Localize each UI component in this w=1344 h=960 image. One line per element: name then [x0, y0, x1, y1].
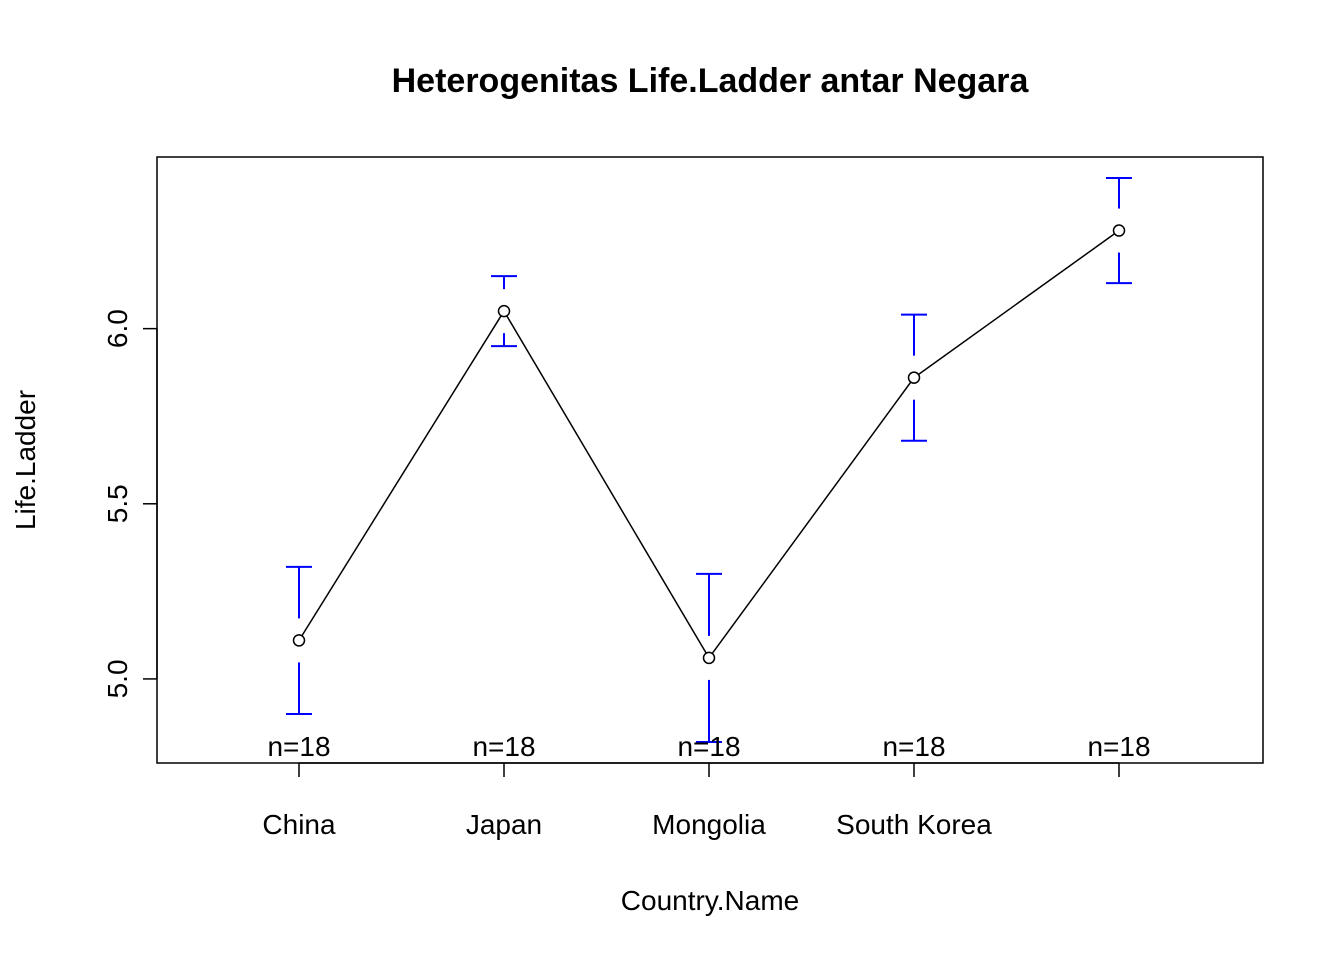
plot-frame: [156, 156, 1264, 764]
data-point: [497, 304, 511, 318]
y-tick-label: 5.0: [102, 659, 133, 698]
series-line-segment: [301, 315, 502, 637]
n-label: n=18: [677, 731, 740, 762]
y-axis: 5.0 5.5 6.0: [102, 309, 158, 698]
series-line-group: [301, 233, 1115, 654]
y-tick-label: 5.5: [102, 484, 133, 523]
x-tick-label: Mongolia: [652, 809, 766, 840]
n-label: n=18: [472, 731, 535, 762]
data-point: [907, 371, 921, 384]
series-line-segment: [506, 315, 707, 654]
n-labels-group: n=18 n=18 n=18 n=18 n=18: [267, 731, 1150, 762]
x-axis: China Japan Mongolia South Korea: [262, 762, 1120, 840]
series-line-segment: [918, 233, 1115, 376]
chart-title: Heterogenitas Life.Ladder antar Negara: [392, 62, 1030, 100]
n-label: n=18: [267, 731, 330, 762]
x-tick-label: China: [262, 809, 336, 840]
x-tick-label: Japan: [466, 809, 542, 840]
y-axis-label: Life.Ladder: [10, 390, 41, 530]
data-point: [1112, 224, 1126, 237]
points-group: [292, 224, 1126, 665]
series-line-segment: [711, 381, 912, 654]
data-point: [702, 651, 716, 665]
error-bars-group: [286, 177, 1132, 743]
y-tick-label: 6.0: [102, 309, 133, 348]
n-label: n=18: [1087, 731, 1150, 762]
x-axis-label: Country.Name: [621, 885, 799, 916]
x-tick-label: South Korea: [836, 809, 992, 840]
data-point: [292, 634, 306, 647]
n-label: n=18: [882, 731, 945, 762]
